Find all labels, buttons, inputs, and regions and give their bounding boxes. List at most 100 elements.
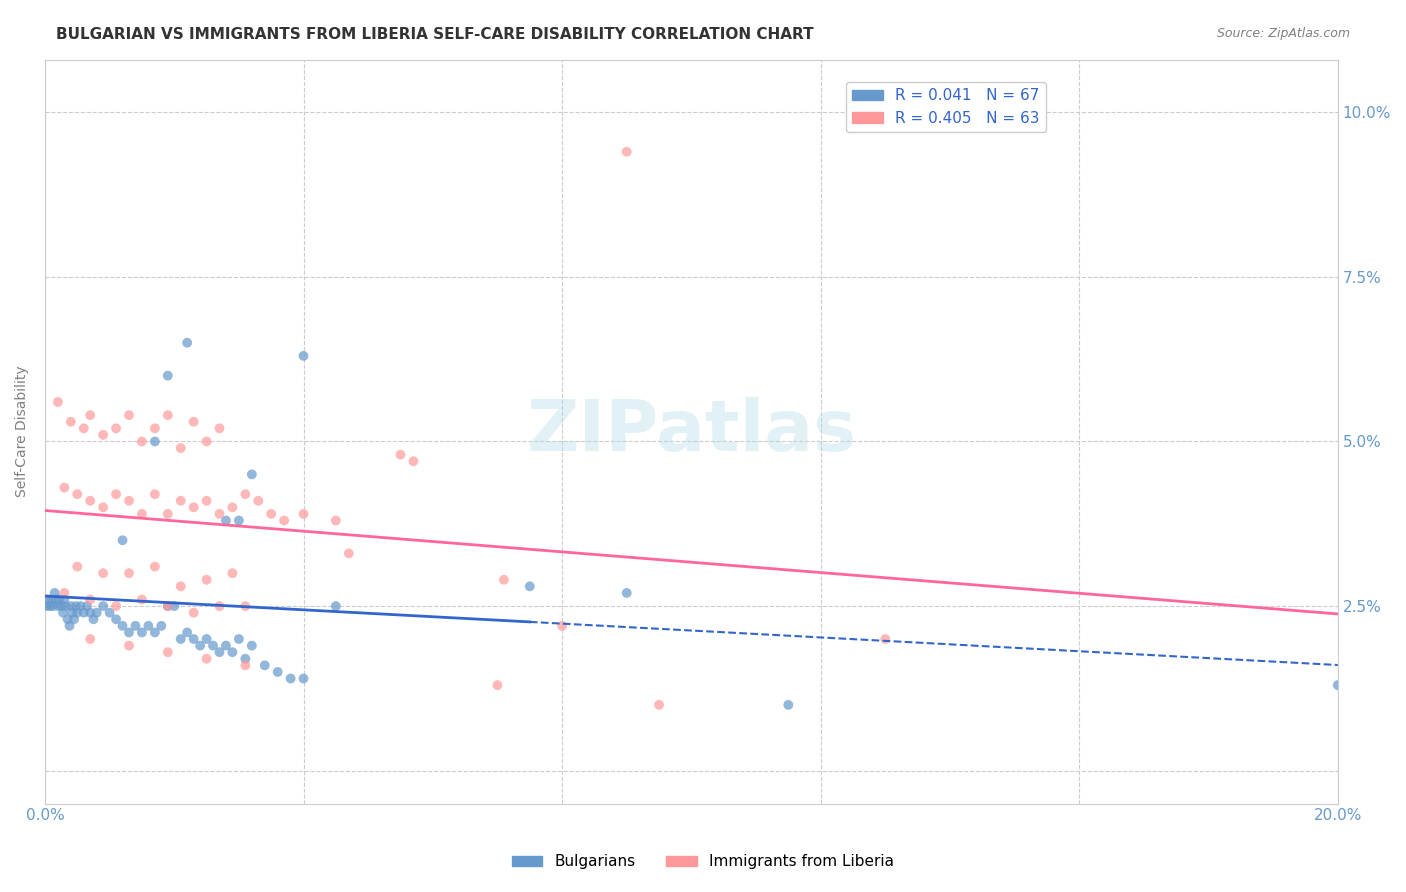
Point: [52, 606, 75, 620]
Point: [66, 487, 89, 501]
Point: [79, 632, 101, 646]
Point: [156, 599, 179, 613]
Point: [240, 639, 263, 653]
Point: [35, 599, 58, 613]
Point: [124, 619, 146, 633]
Point: [176, 625, 198, 640]
Point: [37, 592, 59, 607]
Point: [91, 599, 114, 613]
Point: [195, 652, 218, 666]
Point: [221, 645, 243, 659]
Point: [170, 493, 193, 508]
Text: ZIPatlas: ZIPatlas: [526, 397, 856, 467]
Legend: Bulgarians, Immigrants from Liberia: Bulgarians, Immigrants from Liberia: [506, 848, 900, 875]
Point: [170, 441, 193, 455]
Point: [86, 606, 108, 620]
Point: [48, 592, 70, 607]
Point: [60, 606, 83, 620]
Point: [183, 632, 205, 646]
Point: [235, 658, 257, 673]
Point: [45, 592, 67, 607]
Point: [519, 579, 541, 593]
Text: BULGARIAN VS IMMIGRANTS FROM LIBERIA SELF-CARE DISABILITY CORRELATION CHART: BULGARIAN VS IMMIGRANTS FROM LIBERIA SEL…: [56, 27, 814, 42]
Point: [143, 559, 166, 574]
Point: [221, 566, 243, 581]
Point: [131, 592, 153, 607]
Point: [143, 421, 166, 435]
Point: [260, 507, 283, 521]
Point: [215, 639, 238, 653]
Point: [337, 546, 360, 560]
Point: [266, 665, 288, 679]
Point: [111, 533, 134, 548]
Point: [73, 421, 96, 435]
Point: [143, 434, 166, 449]
Point: [402, 454, 425, 468]
Point: [156, 368, 179, 383]
Point: [253, 658, 276, 673]
Point: [492, 573, 515, 587]
Point: [240, 467, 263, 482]
Point: [66, 606, 89, 620]
Point: [69, 599, 91, 613]
Point: [208, 421, 231, 435]
Point: [292, 507, 315, 521]
Point: [389, 448, 412, 462]
Point: [105, 599, 128, 613]
Point: [273, 514, 295, 528]
Point: [228, 632, 250, 646]
Point: [82, 612, 104, 626]
Point: [156, 408, 179, 422]
Point: [111, 619, 134, 633]
Point: [208, 507, 231, 521]
Point: [118, 625, 141, 640]
Point: [235, 599, 257, 613]
Point: [202, 639, 225, 653]
Point: [131, 507, 153, 521]
Point: [73, 606, 96, 620]
Point: [163, 599, 186, 613]
Point: [118, 639, 141, 653]
Point: [156, 599, 179, 613]
Point: [247, 493, 270, 508]
Text: Source: ZipAtlas.com: Source: ZipAtlas.com: [1216, 27, 1350, 40]
Point: [228, 514, 250, 528]
Point: [76, 599, 98, 613]
Point: [221, 500, 243, 515]
Point: [118, 566, 141, 581]
Point: [56, 612, 79, 626]
Point: [195, 493, 218, 508]
Point: [46, 395, 69, 409]
Point: [195, 434, 218, 449]
Point: [551, 619, 574, 633]
Point: [486, 678, 509, 692]
Point: [325, 599, 347, 613]
Point: [79, 408, 101, 422]
Point: [150, 619, 173, 633]
Point: [292, 672, 315, 686]
Point: [105, 421, 128, 435]
Point: [176, 335, 198, 350]
Point: [183, 500, 205, 515]
Point: [208, 645, 231, 659]
Point: [55, 599, 77, 613]
Point: [58, 619, 80, 633]
Point: [195, 632, 218, 646]
Point: [183, 606, 205, 620]
Point: [143, 487, 166, 501]
Point: [616, 145, 638, 159]
Point: [105, 612, 128, 626]
Point: [170, 579, 193, 593]
Point: [118, 408, 141, 422]
Point: [648, 698, 671, 712]
Point: [59, 415, 82, 429]
Point: [292, 349, 315, 363]
Point: [131, 625, 153, 640]
Point: [53, 592, 76, 607]
Point: [42, 599, 65, 613]
Point: [235, 652, 257, 666]
Point: [53, 586, 76, 600]
Point: [183, 415, 205, 429]
Point: [79, 606, 101, 620]
Point: [156, 645, 179, 659]
